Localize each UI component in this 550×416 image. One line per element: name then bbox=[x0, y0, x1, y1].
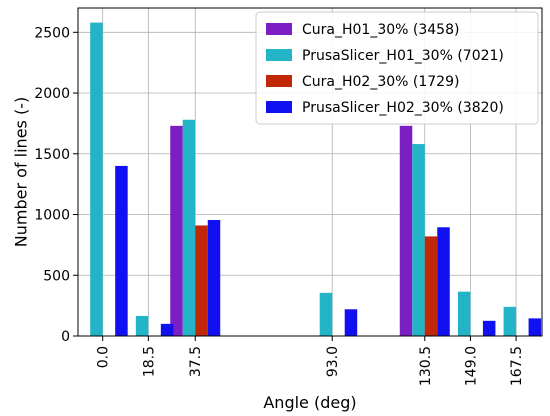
legend-entry: PrusaSlicer_H01_30% (7021) bbox=[302, 48, 504, 64]
bar bbox=[482, 320, 496, 336]
bar bbox=[503, 306, 517, 336]
bar bbox=[90, 22, 103, 336]
legend-swatch bbox=[266, 75, 292, 87]
x-tick-label: 93.0 bbox=[325, 346, 341, 377]
y-tick-label: 2000 bbox=[34, 86, 70, 102]
bar bbox=[528, 318, 542, 336]
legend-swatch bbox=[266, 101, 292, 113]
y-tick-label: 500 bbox=[43, 268, 70, 284]
legend-entry: Cura_H02_30% (1729) bbox=[302, 74, 459, 90]
bar bbox=[424, 236, 438, 336]
bar bbox=[412, 144, 425, 336]
x-tick-label: 0.0 bbox=[96, 346, 112, 368]
bar bbox=[170, 125, 183, 336]
x-tick-label: 18.5 bbox=[141, 346, 157, 377]
bar bbox=[399, 125, 413, 336]
x-axis-label: Angle (deg) bbox=[263, 393, 356, 412]
legend: Cura_H01_30% (3458) PrusaSlicer_H01_30% (… bbox=[255, 11, 539, 125]
legend-entry: PrusaSlicer_H02_30% (3820) bbox=[302, 100, 504, 116]
x-tick-label: 130.5 bbox=[418, 346, 434, 386]
bar bbox=[207, 219, 221, 336]
y-tick-label: 2500 bbox=[34, 25, 70, 41]
plot-frame bbox=[77, 7, 543, 337]
bar bbox=[344, 309, 358, 336]
bar bbox=[160, 323, 174, 336]
bar bbox=[195, 225, 208, 336]
bar bbox=[437, 227, 450, 336]
ticks: 0 500 1000 1500 2000 2500 0.0 18.5 37.5 93.0 130.5… bbox=[34, 25, 525, 386]
y-tick-label: 0 bbox=[61, 329, 70, 345]
legend-swatch bbox=[266, 49, 292, 61]
bars bbox=[90, 22, 542, 336]
x-tick-label: 167.5 bbox=[509, 346, 525, 386]
legend-box bbox=[255, 11, 539, 125]
x-tick-label: 149.0 bbox=[463, 346, 479, 386]
bar bbox=[457, 291, 471, 336]
bar bbox=[135, 315, 149, 336]
bar bbox=[182, 119, 196, 336]
legend-swatch bbox=[266, 23, 292, 35]
bar bbox=[115, 165, 128, 336]
y-tick-label: 1000 bbox=[34, 208, 70, 224]
y-tick-label: 1500 bbox=[34, 147, 70, 163]
legend-entry: Cura_H01_30% (3458) bbox=[302, 22, 459, 38]
y-axis-label: Number of lines (-) bbox=[12, 97, 31, 247]
x-tick-label: 37.5 bbox=[188, 346, 204, 377]
bar bbox=[319, 292, 333, 336]
